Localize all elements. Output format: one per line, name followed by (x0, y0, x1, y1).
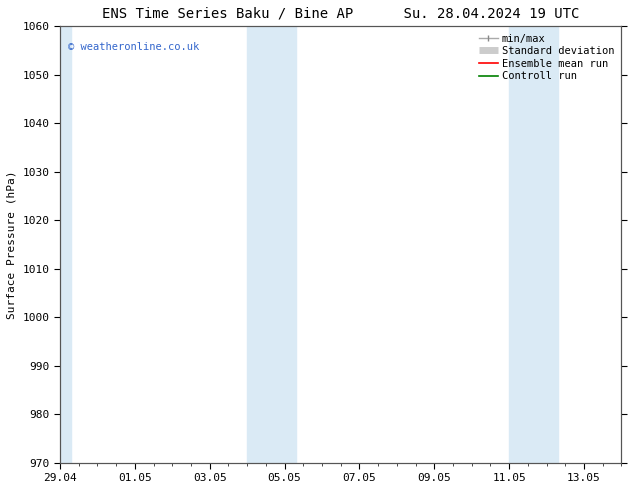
Bar (509, 26, 558, 463)
Bar (247, 26, 296, 463)
Legend: min/max, Standard deviation, Ensemble mean run, Controll run: min/max, Standard deviation, Ensemble me… (477, 31, 616, 83)
Text: © weatheronline.co.uk: © weatheronline.co.uk (68, 42, 200, 51)
Title: ENS Time Series Baku / Bine AP      Su. 28.04.2024 19 UTC: ENS Time Series Baku / Bine AP Su. 28.04… (102, 7, 579, 21)
Bar (56, 26, 71, 463)
Y-axis label: Surface Pressure (hPa): Surface Pressure (hPa) (7, 170, 17, 318)
